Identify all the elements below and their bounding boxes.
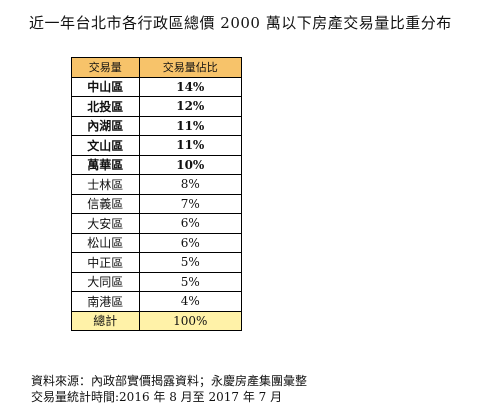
share-cell: 12% xyxy=(138,96,243,117)
share-cell: 5% xyxy=(138,271,243,292)
district-cell: 內湖區 xyxy=(71,115,140,136)
district-cell: 文山區 xyxy=(71,135,140,156)
district-cell: 南港區 xyxy=(71,291,140,312)
source-note: 資料來源：內政部實價揭露資料；永慶房產集團彙整 xyxy=(31,374,308,388)
table-row: 士林區 8% xyxy=(71,174,243,195)
share-cell: 6% xyxy=(138,213,243,234)
share-cell: 5% xyxy=(138,252,243,273)
table-row: 內湖區 11% xyxy=(71,115,243,136)
share-cell: 11% xyxy=(138,115,243,136)
period-note: 交易量統計時間:2016 年 8 月至 2017 年 7 月 xyxy=(31,390,283,404)
table-row: 信義區 7% xyxy=(71,193,243,214)
share-cell: 14% xyxy=(138,76,243,97)
share-cell: 6% xyxy=(138,232,243,253)
table-row: 大安區 6% xyxy=(71,213,243,234)
share-cell: 11% xyxy=(138,135,243,156)
total-label-cell: 總計 xyxy=(71,310,140,331)
district-share-table: 交易量 交易量佔比 中山區 14% 北投區 12% 內湖區 11% 文山區 11… xyxy=(71,57,243,331)
district-cell: 萬華區 xyxy=(71,154,140,175)
table-row: 萬華區 10% xyxy=(71,154,243,175)
district-cell: 北投區 xyxy=(71,96,140,117)
header-share: 交易量佔比 xyxy=(138,57,243,78)
share-cell: 7% xyxy=(138,193,243,214)
district-cell: 信義區 xyxy=(71,193,140,214)
table-row: 大同區 5% xyxy=(71,271,243,292)
total-row: 總計 100% xyxy=(71,310,243,331)
table-row: 松山區 6% xyxy=(71,232,243,253)
share-cell: 8% xyxy=(138,174,243,195)
district-cell: 中正區 xyxy=(71,252,140,273)
share-cell: 10% xyxy=(138,154,243,175)
page-title: 近一年台北市各行政區總價 2000 萬以下房產交易量比重分布 xyxy=(29,14,452,32)
district-cell: 中山區 xyxy=(71,76,140,97)
table-row: 中正區 5% xyxy=(71,252,243,273)
share-cell: 4% xyxy=(138,291,243,312)
district-cell: 松山區 xyxy=(71,232,140,253)
total-share-cell: 100% xyxy=(138,310,243,331)
district-cell: 士林區 xyxy=(71,174,140,195)
table-row: 文山區 11% xyxy=(71,135,243,156)
table-header-row: 交易量 交易量佔比 xyxy=(71,57,243,78)
footnote: 資料來源：內政部實價揭露資料；永慶房產集團彙整 交易量統計時間:2016 年 8… xyxy=(31,373,307,405)
header-district: 交易量 xyxy=(71,57,140,78)
district-cell: 大同區 xyxy=(71,271,140,292)
table-row: 中山區 14% xyxy=(71,76,243,97)
table-row: 北投區 12% xyxy=(71,96,243,117)
table-body: 中山區 14% 北投區 12% 內湖區 11% 文山區 11% 萬華區 10% … xyxy=(71,76,243,331)
table-row: 南港區 4% xyxy=(71,291,243,312)
district-cell: 大安區 xyxy=(71,213,140,234)
